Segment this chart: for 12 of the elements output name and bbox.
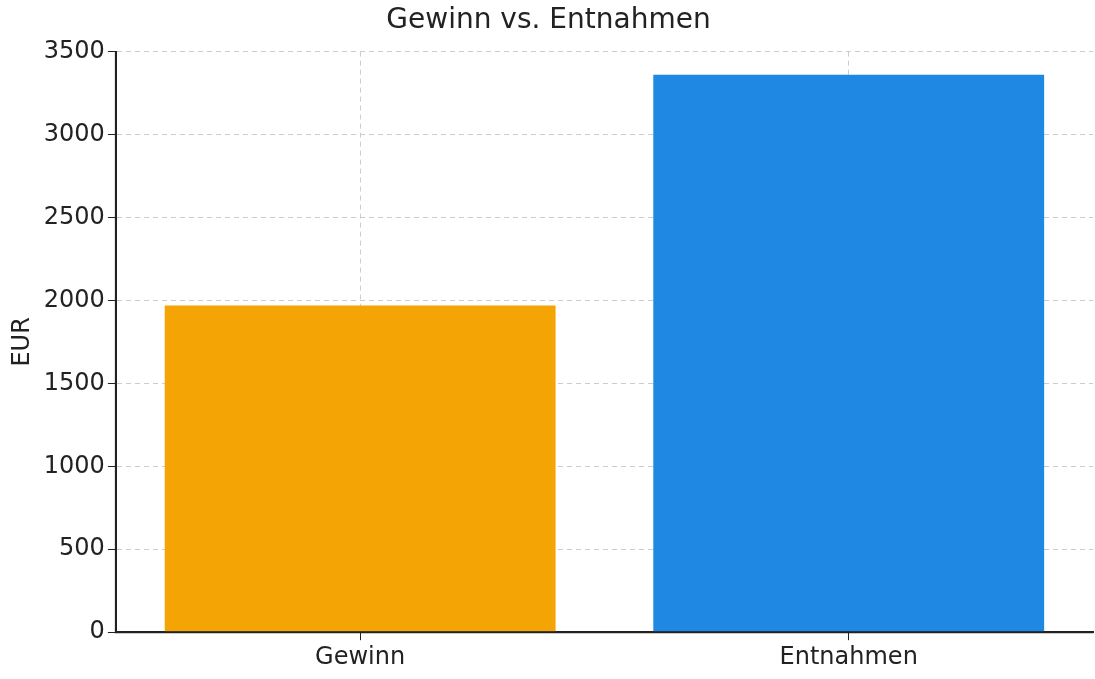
- y-tick-label: 500: [59, 533, 105, 562]
- y-tick-label: 0: [89, 616, 105, 645]
- x-tick-label: Gewinn: [315, 641, 406, 670]
- y-tick-label: 3500: [43, 35, 105, 64]
- y-tick-label: 2500: [43, 201, 105, 230]
- y-axis-title: EUR: [6, 317, 35, 367]
- y-tick-label: 3000: [43, 118, 105, 147]
- y-tick-label: 1500: [43, 367, 105, 396]
- y-tick-label: 1000: [43, 450, 105, 479]
- y-tick-label: 2000: [43, 284, 105, 313]
- chart-title: Gewinn vs. Entnahmen: [386, 2, 711, 36]
- x-tick-label: Entnahmen: [779, 641, 918, 670]
